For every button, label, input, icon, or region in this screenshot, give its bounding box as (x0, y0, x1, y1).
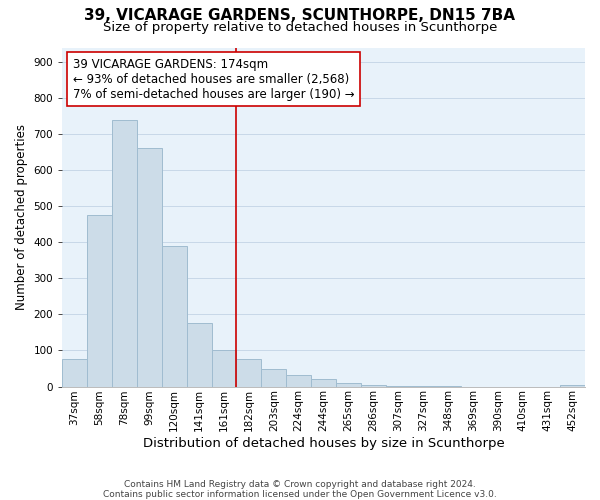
Bar (560, 384, 585, 386)
X-axis label: Distribution of detached houses by size in Scunthorpe: Distribution of detached houses by size … (143, 437, 505, 450)
Text: Contains HM Land Registry data © Crown copyright and database right 2024.
Contai: Contains HM Land Registry data © Crown c… (103, 480, 497, 499)
Bar (187, 324, 212, 386)
Bar (262, 369, 286, 386)
Bar (286, 374, 311, 386)
Bar (112, 120, 137, 386)
Bar (361, 384, 386, 386)
Bar (62, 360, 87, 386)
Text: 39, VICARAGE GARDENS, SCUNTHORPE, DN15 7BA: 39, VICARAGE GARDENS, SCUNTHORPE, DN15 7… (85, 8, 515, 22)
Text: Size of property relative to detached houses in Scunthorpe: Size of property relative to detached ho… (103, 21, 497, 34)
Bar (162, 246, 187, 386)
Bar (336, 383, 361, 386)
Text: 39 VICARAGE GARDENS: 174sqm
← 93% of detached houses are smaller (2,568)
7% of s: 39 VICARAGE GARDENS: 174sqm ← 93% of det… (73, 58, 354, 100)
Bar (87, 215, 112, 386)
Bar (236, 360, 262, 386)
Bar (311, 380, 336, 386)
Bar (137, 148, 162, 386)
Y-axis label: Number of detached properties: Number of detached properties (15, 124, 28, 310)
Bar (212, 350, 236, 386)
